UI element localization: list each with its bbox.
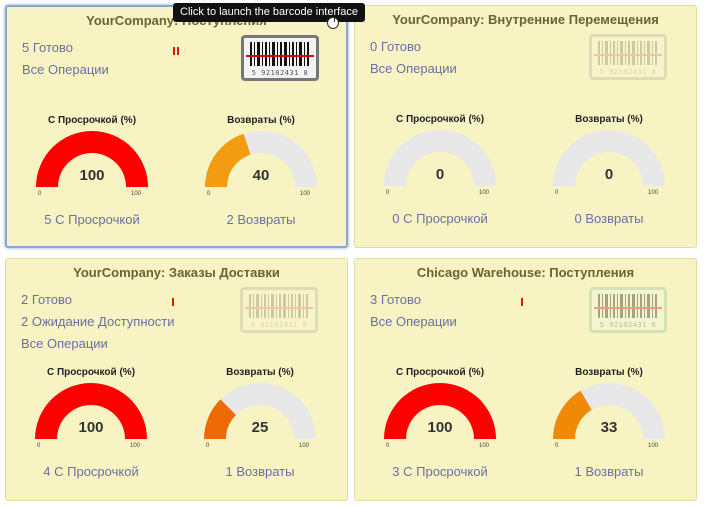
barcode-icon	[594, 294, 662, 318]
gauge-title: Возвраты (%)	[575, 114, 643, 125]
gauge-min-label: 0	[386, 190, 390, 196]
mini-bar	[173, 47, 175, 55]
late-count-link[interactable]: 0 С Просрочкой	[392, 211, 488, 226]
gauge-value: 100	[79, 167, 105, 184]
barcode-button[interactable]: 5 92102431 8	[240, 287, 318, 333]
gauge-title: Возвраты (%)	[227, 115, 295, 126]
barcode-number: 5 92102431 8	[251, 69, 309, 77]
barcode-number: 5 92102431 8	[250, 321, 308, 329]
waiting-availability-link[interactable]: 2 Ожидание Доступности	[21, 314, 175, 329]
card-title[interactable]: Chicago Warehouse: Поступления	[416, 265, 635, 280]
barcode-icon	[245, 294, 313, 318]
card-title[interactable]: YourCompany: Заказы Доставки	[73, 265, 280, 280]
gauge-title: С Просрочкой (%)	[46, 367, 136, 378]
gauge-value: 0	[435, 166, 445, 183]
returns-count-link[interactable]: 0 Возвраты	[574, 211, 644, 226]
gauge-fill	[384, 383, 496, 439]
gauge-arc	[205, 131, 317, 187]
barcode-icon	[246, 42, 314, 66]
all-operations-link[interactable]: Все Операции	[370, 314, 457, 329]
gauge-max-label: 100	[130, 443, 141, 449]
gauge-value: 33	[600, 419, 618, 436]
mini-bar	[177, 47, 179, 55]
late-count-link[interactable]: 4 С Просрочкой	[43, 464, 139, 479]
barcode-number: 5 92102431 8	[599, 321, 657, 329]
gauge-arc	[384, 130, 496, 186]
gauge-fill	[35, 383, 147, 439]
all-operations-link[interactable]: Все Операции	[370, 61, 457, 76]
gauge-max-label: 100	[300, 191, 311, 197]
gauge-value: 0	[604, 166, 614, 183]
mini-bar-chart	[173, 47, 181, 55]
gauge-max-label: 100	[648, 190, 659, 196]
gauge-fill	[553, 390, 592, 439]
returns-count-link[interactable]: 1 Возвраты	[225, 464, 295, 479]
barcode-button[interactable]: 5 92102431 8	[241, 35, 319, 81]
mini-bar-chart	[172, 298, 180, 306]
ready-link[interactable]: 3 Готово	[370, 292, 421, 307]
gauge-min-label: 0	[38, 191, 42, 197]
all-operations-link[interactable]: Все Операции	[22, 62, 109, 77]
returns-count-link[interactable]: 1 Возвраты	[574, 464, 644, 479]
gauge-value: 40	[252, 167, 270, 184]
gauge-max-label: 100	[131, 191, 142, 197]
gauge-min-label: 0	[206, 443, 210, 449]
gauge-min-label: 0	[555, 190, 559, 196]
card-chicago-receipts: Chicago Warehouse: Поступления 3 Готово …	[354, 258, 697, 501]
barcode-button[interactable]: 5 92102431 8	[589, 287, 667, 333]
ready-link[interactable]: 5 Готово	[22, 40, 73, 55]
gauge-track	[204, 383, 316, 439]
gauge-value: 100	[78, 419, 104, 436]
card-title[interactable]: YourCompany: Внутренние Перемещения	[392, 12, 659, 27]
gauge-value: 100	[427, 419, 453, 436]
card-yourcompany-receipts: YourCompany: Поступления 5 Готово Все Оп…	[5, 5, 348, 248]
gauge-title: С Просрочкой (%)	[395, 114, 485, 125]
gauge-min-label: 0	[207, 191, 211, 197]
gauge-title: С Просрочкой (%)	[395, 367, 485, 378]
gauge-fill	[36, 131, 148, 187]
barcode-button[interactable]: 5 92102431 8	[589, 34, 667, 80]
all-operations-link[interactable]: Все Операции	[21, 336, 108, 351]
gauge-arc	[384, 383, 496, 439]
gauge-title: Возвраты (%)	[226, 367, 294, 378]
late-count-link[interactable]: 5 С Просрочкой	[44, 212, 140, 227]
gauge-max-label: 100	[479, 443, 490, 449]
gauge-min-label: 0	[555, 443, 559, 449]
gauge-value: 25	[251, 419, 269, 436]
gauge-arc	[553, 130, 665, 186]
gauge-track	[384, 130, 496, 186]
mini-bar	[521, 298, 523, 306]
returns-count-link[interactable]: 2 Возвраты	[226, 212, 296, 227]
card-yourcompany-delivery-orders: YourCompany: Заказы Доставки 2 Готово 2 …	[5, 258, 348, 501]
ready-link[interactable]: 2 Готово	[21, 292, 72, 307]
mini-bar-chart	[521, 298, 529, 306]
tooltip-close-icon[interactable]	[327, 17, 339, 29]
gauge-track	[553, 130, 665, 186]
gauge-fill	[205, 133, 251, 187]
barcode-tooltip: Click to launch the barcode interface	[173, 3, 365, 22]
card-yourcompany-internal-transfers: YourCompany: Внутренние Перемещения 0 Го…	[354, 5, 697, 248]
gauge-max-label: 100	[648, 443, 659, 449]
gauge-min-label: 0	[37, 443, 41, 449]
mini-bar	[172, 298, 174, 306]
gauge-max-label: 100	[299, 443, 310, 449]
ready-link[interactable]: 0 Готово	[370, 39, 421, 54]
gauge-max-label: 100	[479, 190, 490, 196]
late-count-link[interactable]: 3 С Просрочкой	[392, 464, 488, 479]
gauge-title: С Просрочкой (%)	[47, 115, 137, 126]
gauge-arc	[553, 383, 665, 439]
barcode-number: 5 92102431 8	[599, 68, 657, 76]
gauge-min-label: 0	[386, 443, 390, 449]
gauge-title: Возвраты (%)	[575, 367, 643, 378]
gauge-arc	[35, 383, 147, 439]
gauge-arc	[204, 383, 316, 439]
gauge-fill	[204, 399, 236, 439]
gauge-arc	[36, 131, 148, 187]
barcode-icon	[594, 41, 662, 65]
